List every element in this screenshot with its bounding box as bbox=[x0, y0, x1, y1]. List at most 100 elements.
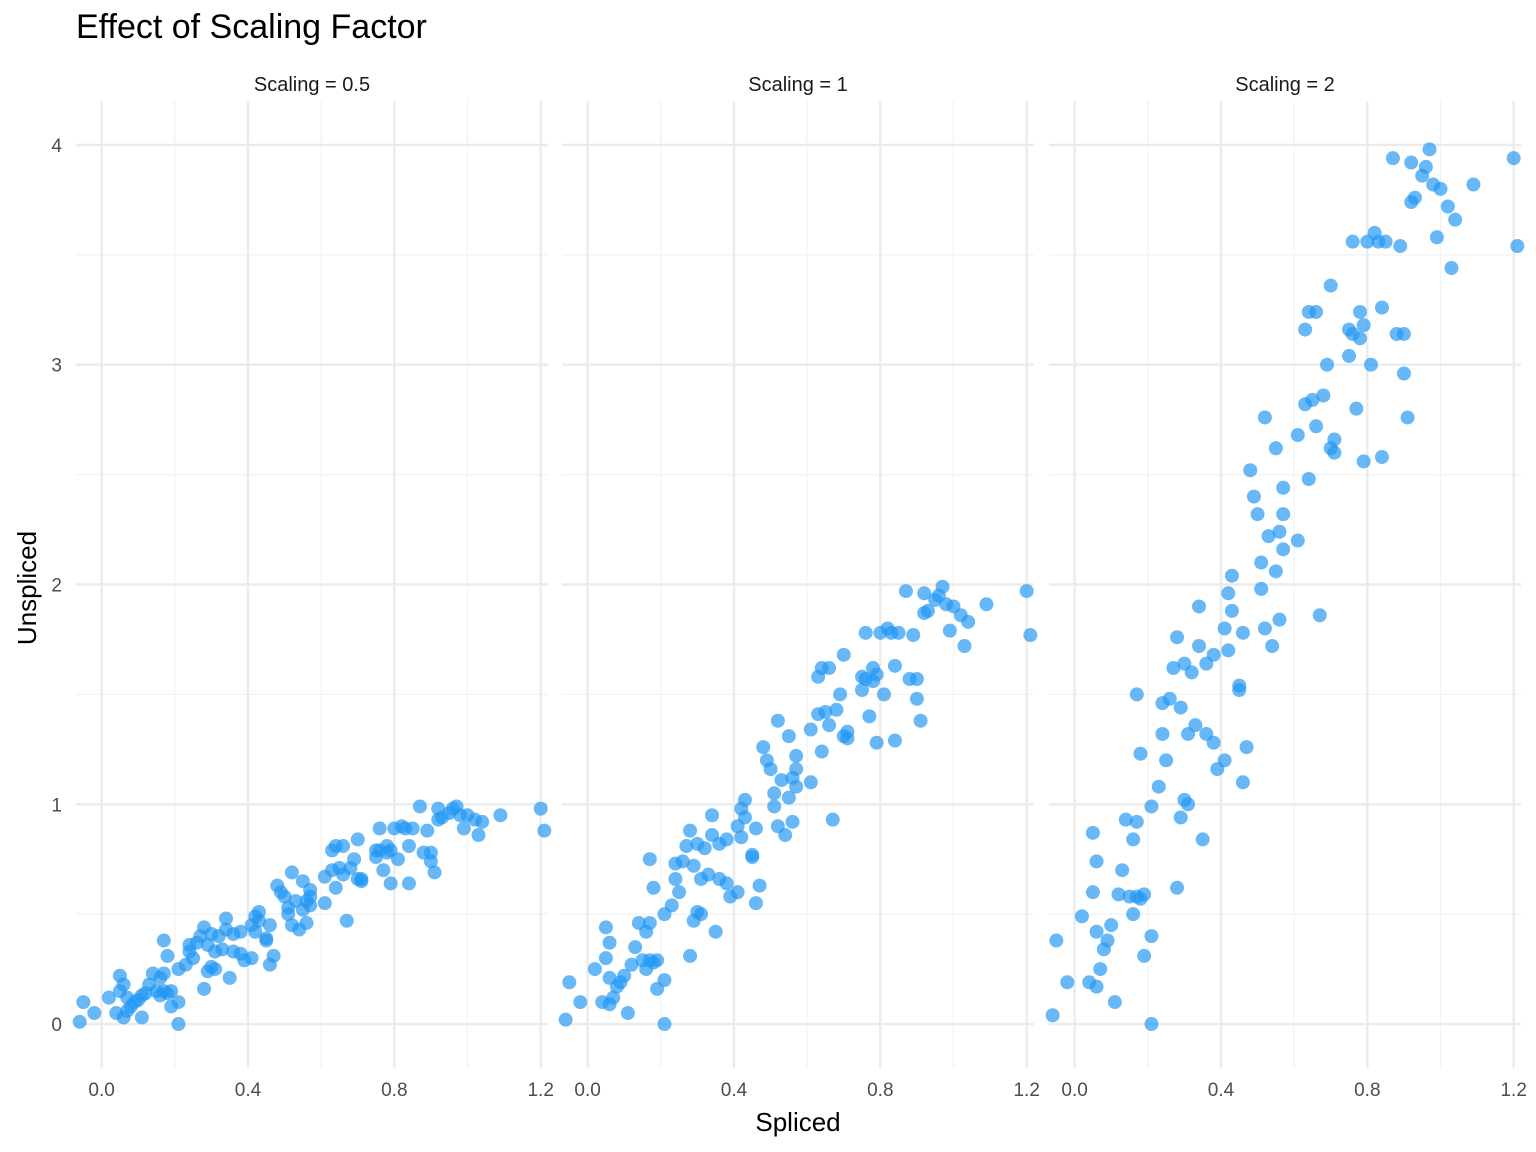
data-point bbox=[1137, 948, 1152, 963]
data-point bbox=[1312, 608, 1327, 623]
data-point bbox=[770, 713, 785, 728]
data-point bbox=[266, 948, 281, 963]
data-point bbox=[1089, 979, 1104, 994]
data-point bbox=[1221, 586, 1236, 601]
data-point bbox=[657, 1017, 672, 1032]
data-point bbox=[1104, 918, 1119, 933]
data-point bbox=[748, 896, 763, 911]
data-point bbox=[587, 962, 602, 977]
data-point bbox=[1107, 995, 1122, 1010]
data-point bbox=[683, 948, 698, 963]
data-point bbox=[186, 951, 201, 966]
data-point bbox=[737, 792, 752, 807]
data-point bbox=[1374, 300, 1389, 315]
data-point bbox=[401, 839, 416, 854]
data-point bbox=[390, 852, 405, 867]
data-point bbox=[869, 667, 884, 682]
data-point bbox=[1085, 885, 1100, 900]
data-point bbox=[134, 1010, 149, 1025]
data-point bbox=[164, 984, 179, 999]
data-point bbox=[537, 823, 552, 838]
y-axis-title: Unspliced bbox=[12, 531, 42, 645]
points bbox=[1045, 142, 1525, 1032]
data-point bbox=[222, 970, 237, 985]
data-point bbox=[339, 913, 354, 928]
data-point bbox=[1173, 700, 1188, 715]
data-point bbox=[1137, 887, 1152, 902]
data-point bbox=[376, 863, 391, 878]
data-point bbox=[822, 718, 837, 733]
data-point bbox=[208, 962, 223, 977]
data-point bbox=[650, 953, 665, 968]
data-point bbox=[778, 828, 793, 843]
data-point bbox=[1217, 621, 1232, 636]
data-point bbox=[493, 808, 508, 823]
data-point bbox=[748, 821, 763, 836]
data-point bbox=[1268, 441, 1283, 456]
data-point bbox=[1301, 472, 1316, 487]
data-point bbox=[1100, 933, 1115, 948]
data-point bbox=[401, 876, 416, 891]
data-point bbox=[818, 704, 833, 719]
data-point bbox=[1246, 489, 1261, 504]
data-point bbox=[277, 889, 292, 904]
data-point bbox=[1374, 450, 1389, 465]
y-tick-label: 1 bbox=[51, 795, 62, 816]
data-point bbox=[244, 951, 259, 966]
data-point bbox=[1049, 933, 1064, 948]
data-point bbox=[328, 880, 343, 895]
data-point bbox=[942, 623, 957, 638]
points bbox=[72, 799, 552, 1032]
points bbox=[558, 579, 1038, 1032]
data-point bbox=[1195, 832, 1210, 847]
data-point bbox=[789, 762, 804, 777]
data-point bbox=[1404, 155, 1419, 170]
data-point bbox=[1342, 348, 1357, 363]
data-point bbox=[1272, 612, 1287, 627]
data-point bbox=[1349, 401, 1364, 416]
data-point bbox=[350, 832, 365, 847]
data-point bbox=[383, 876, 398, 891]
facet-strip-label: Scaling = 1 bbox=[748, 74, 848, 96]
data-point bbox=[1170, 880, 1185, 895]
data-point bbox=[1396, 366, 1411, 381]
data-point bbox=[562, 975, 577, 990]
data-point bbox=[1265, 639, 1280, 654]
data-point bbox=[87, 1006, 102, 1021]
data-point bbox=[219, 911, 234, 926]
data-point bbox=[1126, 907, 1141, 922]
data-point bbox=[215, 942, 230, 957]
data-point bbox=[456, 821, 471, 836]
data-point bbox=[1418, 159, 1433, 174]
data-point bbox=[1400, 410, 1415, 425]
data-point bbox=[642, 915, 657, 930]
data-point bbox=[1192, 599, 1207, 614]
data-point bbox=[675, 854, 690, 869]
data-point bbox=[1444, 261, 1459, 276]
data-point bbox=[1250, 507, 1265, 522]
x-tick-label: 0.0 bbox=[1061, 1080, 1087, 1101]
x-tick-label: 0.4 bbox=[721, 1080, 748, 1101]
data-point bbox=[1159, 753, 1174, 768]
panel-1: Scaling = 0.5 0.0 0.4 0.8 1.2 0 1 2 3 4 bbox=[51, 74, 553, 1101]
data-point bbox=[1093, 962, 1108, 977]
data-point bbox=[876, 687, 891, 702]
x-axis-title: Spliced bbox=[755, 1107, 840, 1137]
data-point bbox=[1235, 775, 1250, 790]
data-point bbox=[427, 865, 442, 880]
data-point bbox=[1433, 181, 1448, 196]
data-point bbox=[1144, 929, 1159, 944]
data-point bbox=[785, 814, 800, 829]
data-point bbox=[1429, 230, 1444, 245]
data-point bbox=[606, 990, 621, 1005]
data-point bbox=[628, 940, 643, 955]
chart-title: Effect of Scaling Factor bbox=[76, 8, 427, 46]
data-point bbox=[909, 691, 924, 706]
data-point bbox=[1309, 419, 1324, 434]
data-point bbox=[719, 876, 734, 891]
data-point bbox=[1316, 388, 1331, 403]
data-point bbox=[719, 832, 734, 847]
data-point bbox=[1353, 304, 1368, 319]
data-point bbox=[1305, 392, 1320, 407]
